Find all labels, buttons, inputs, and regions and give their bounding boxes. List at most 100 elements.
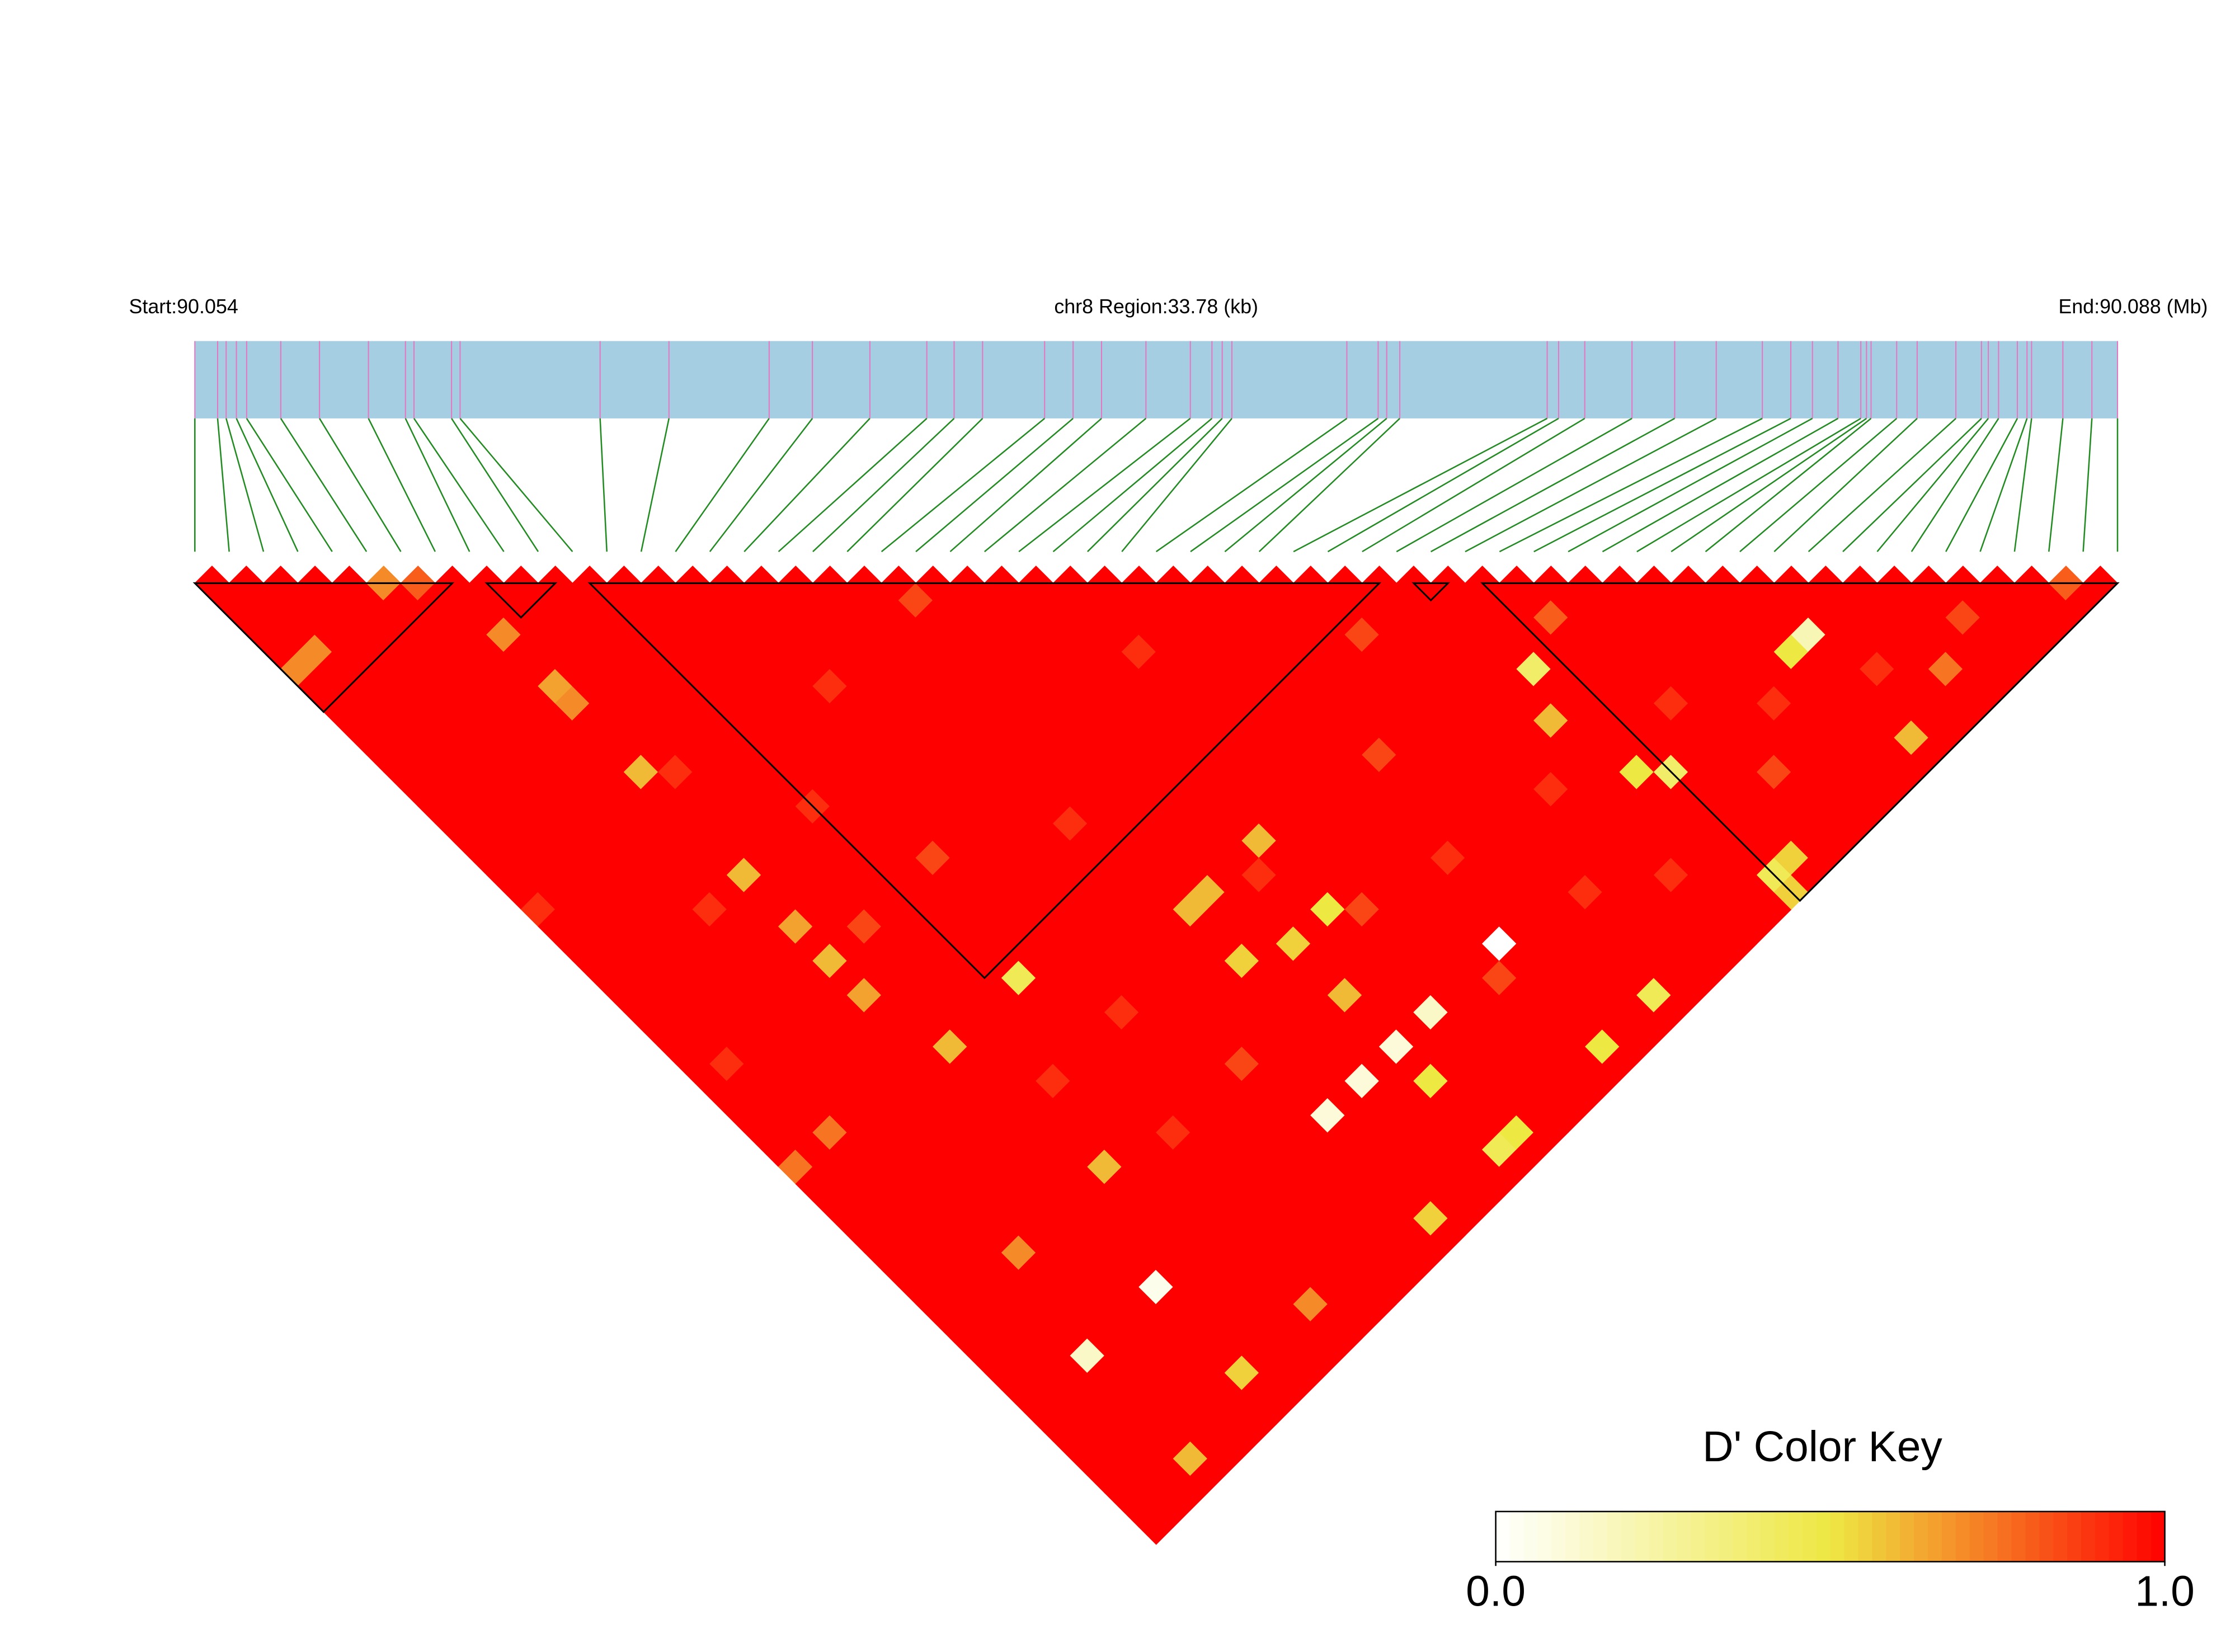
color-key-step [1914, 1511, 1928, 1562]
snp-connector [459, 418, 573, 552]
snp-connector [1155, 417, 1348, 553]
snp-connector [2013, 418, 2032, 552]
color-key-step [1509, 1511, 1524, 1562]
snp-connector [1087, 418, 1223, 552]
snp-connector [236, 418, 299, 552]
snp-connector [1671, 417, 1867, 553]
ld-block-outline [587, 582, 1382, 980]
color-key-step [2011, 1511, 2026, 1562]
ld-block-outline [1480, 582, 2120, 902]
color-key-step [1649, 1511, 1664, 1562]
snp-connector [1018, 417, 1191, 553]
snp-connector [812, 417, 955, 553]
snp-connector [744, 418, 871, 552]
snp-connector [1808, 417, 1956, 553]
snp-connector [1876, 418, 1989, 552]
color-key-step [1802, 1511, 1817, 1562]
color-key-step [1733, 1511, 1747, 1562]
snp-connector [1293, 417, 1548, 553]
snp-connector [1362, 417, 1585, 553]
region-bar [195, 341, 2118, 418]
snp-connector [949, 417, 1102, 553]
snp-connector [1945, 418, 2018, 552]
color-key-step [1719, 1511, 1733, 1562]
snp-connector [599, 418, 608, 552]
snp-connector [1979, 418, 2028, 552]
snp-connector [846, 418, 984, 553]
color-key-step [2039, 1511, 2054, 1562]
color-key-step [2123, 1511, 2138, 1562]
snp-connector [246, 418, 333, 552]
color-key-step [1955, 1511, 1970, 1562]
snp-connector [1533, 417, 1791, 553]
color-key-step [1607, 1511, 1622, 1562]
snp-connector [1773, 417, 1918, 553]
snp-connector [1842, 418, 1982, 553]
snp-connector [1911, 418, 1999, 552]
color-key-step [1579, 1511, 1594, 1562]
snp-connector [1052, 417, 1213, 553]
start-label: Start:90.054 [129, 295, 238, 318]
color-key-step [1788, 1511, 1803, 1562]
ld-block-outline [192, 582, 455, 713]
snp-connector [640, 418, 670, 552]
snp-connector [1636, 417, 1861, 553]
color-key-step [1983, 1511, 1998, 1562]
snp-connector [1258, 417, 1400, 553]
color-key-step [1872, 1511, 1886, 1562]
snp-connector [915, 417, 1074, 553]
snp-connector [881, 417, 1046, 553]
color-key-step [1635, 1511, 1650, 1562]
color-key-step [2053, 1511, 2068, 1562]
color-key-step [2095, 1511, 2110, 1562]
color-key-step [2025, 1511, 2040, 1562]
color-key-step [1969, 1511, 1984, 1562]
snp-connector [1499, 417, 1763, 553]
snp-connector [368, 418, 436, 552]
snp-connector [709, 418, 813, 552]
snp-connector [1739, 417, 1898, 553]
snp-connector [1602, 417, 1839, 553]
ld-block-outline [484, 582, 558, 619]
color-key-step [1997, 1511, 2012, 1562]
color-key-step [1858, 1511, 1873, 1562]
color-key-step [1565, 1511, 1580, 1562]
snp-connector [2082, 418, 2093, 552]
snp-connector [1396, 417, 1632, 553]
color-key-step [1830, 1511, 1845, 1562]
snp-connector [675, 418, 770, 552]
color-key-step [1774, 1511, 1789, 1562]
color-key-step [1523, 1511, 1538, 1562]
snp-connector [1465, 417, 1717, 553]
color-key-step [1621, 1511, 1636, 1562]
end-label: End:90.088 (Mb) [2058, 295, 2208, 318]
color-key-step [1691, 1511, 1706, 1562]
color-key-step [1705, 1511, 1719, 1562]
color-key-step [1495, 1511, 1511, 1562]
color-key-step [1900, 1511, 1914, 1562]
snp-connector [225, 418, 265, 552]
color-key-step [2151, 1511, 2166, 1562]
color-key-step [1927, 1511, 1942, 1562]
color-key-step [1677, 1511, 1692, 1562]
color-key-tick-label: 1.0 [2135, 1568, 2195, 1616]
snp-connector [1327, 417, 1559, 553]
color-key-step [1593, 1511, 1608, 1562]
snp-connector [1190, 417, 1379, 553]
snp-connector [217, 418, 230, 552]
snp-connector [1430, 417, 1676, 553]
snp-connector [984, 417, 1147, 553]
color-key-step [1844, 1511, 1859, 1562]
color-key-step [1760, 1511, 1775, 1562]
snp-connector [413, 418, 505, 552]
color-key-step [1886, 1511, 1900, 1562]
snp-connector [318, 418, 402, 552]
snp-connector [1121, 418, 1232, 552]
color-key-step [2109, 1511, 2124, 1562]
snp-connector [451, 418, 539, 552]
color-key-step [1551, 1511, 1566, 1562]
color-key-step [1537, 1511, 1552, 1562]
ld-block-outline [1411, 582, 1450, 602]
snp-connector [2048, 418, 2064, 552]
